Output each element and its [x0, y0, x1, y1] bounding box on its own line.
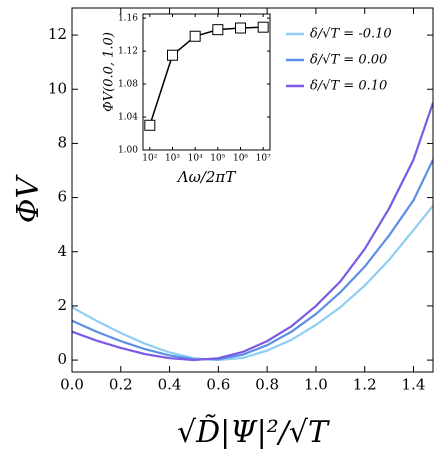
- x-tick-label: 0.8: [255, 376, 279, 394]
- x-tick-label: 1.4: [402, 376, 426, 394]
- plot-frame: [142, 13, 271, 151]
- point-marker: [212, 24, 224, 36]
- series-line: [72, 159, 433, 361]
- point-marker: [189, 30, 201, 42]
- x-tick-label: 10²: [142, 154, 157, 164]
- y-tick-label: 1.00: [118, 146, 138, 156]
- x-axis-label: √D̃|Ψ|²/√T: [177, 415, 330, 450]
- x-axis-label: Λω/2πT: [176, 168, 237, 186]
- legend-label: δ/√T = 0.10: [310, 79, 387, 94]
- legend-label: δ/√T = -0.10: [310, 27, 392, 42]
- y-tick-label: 4: [57, 242, 67, 260]
- point-marker: [144, 119, 156, 131]
- x-tick-label: 10⁵: [210, 154, 225, 164]
- point-marker: [166, 49, 178, 61]
- x-tick-label: 10³: [165, 154, 180, 164]
- y-axis-label: ΦV(0.0, 1.0): [102, 32, 117, 112]
- x-tick-label: 1.0: [304, 376, 328, 394]
- x-tick-label: 0.4: [158, 376, 182, 394]
- series-line: [72, 102, 433, 362]
- y-tick-label: 1.12: [118, 47, 138, 57]
- y-tick-label: 12: [48, 25, 67, 43]
- y-tick-label: 8: [57, 133, 67, 151]
- inset-background: [143, 14, 270, 150]
- plot-area: [72, 102, 433, 362]
- x-tick-label: 10⁶: [233, 154, 248, 164]
- point-marker: [235, 22, 247, 34]
- y-tick-label: 6: [57, 188, 67, 206]
- y-tick-label: 10: [48, 79, 67, 97]
- y-tick-label: 1.04: [118, 113, 138, 123]
- x-tick-label: 10⁴: [188, 154, 203, 164]
- plot-frame: [71, 7, 434, 373]
- y-tick-label: 1.08: [118, 80, 138, 90]
- y-axis-label: ΦV: [11, 174, 46, 224]
- point-marker: [257, 21, 269, 33]
- x-tick-label: 10⁷: [256, 154, 271, 164]
- y-tick-label: 2: [57, 296, 67, 314]
- series-line: [72, 205, 433, 362]
- x-tick-label: 1.2: [353, 376, 377, 394]
- x-tick-label: 0.2: [109, 376, 133, 394]
- x-tick-label: 0.0: [60, 376, 84, 394]
- legend-label: δ/√T = 0.00: [310, 53, 387, 68]
- x-tick-label: 0.6: [206, 376, 230, 394]
- y-tick-label: 0: [57, 350, 67, 368]
- y-tick-label: 1.16: [118, 14, 138, 24]
